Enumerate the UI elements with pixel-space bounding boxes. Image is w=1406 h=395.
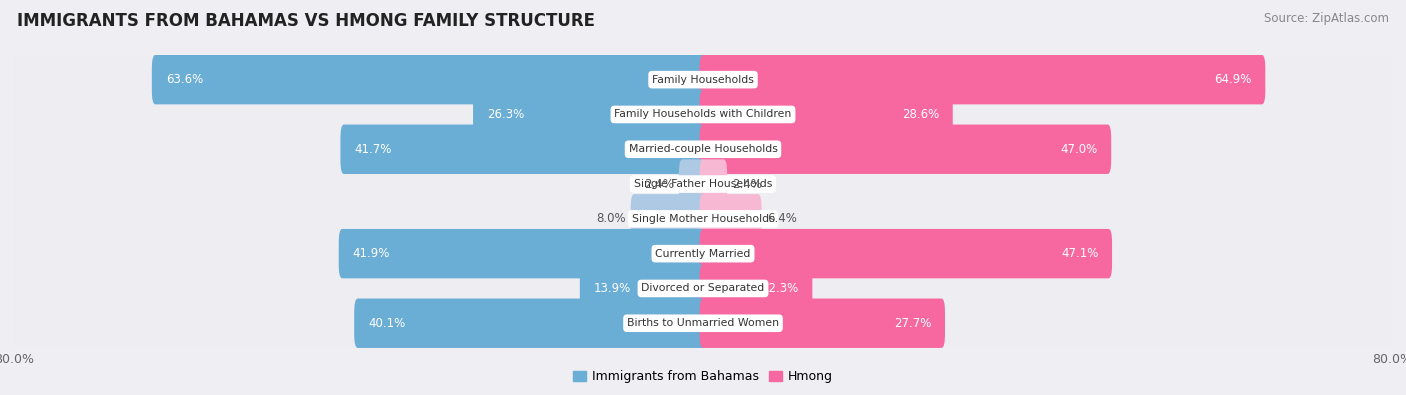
Text: Family Households: Family Households [652, 75, 754, 85]
Text: 63.6%: 63.6% [166, 73, 202, 86]
Text: Married-couple Households: Married-couple Households [628, 144, 778, 154]
FancyBboxPatch shape [700, 124, 1111, 174]
FancyBboxPatch shape [679, 159, 706, 209]
FancyBboxPatch shape [14, 158, 1392, 210]
FancyBboxPatch shape [14, 228, 1392, 279]
FancyBboxPatch shape [339, 229, 706, 278]
Text: Currently Married: Currently Married [655, 248, 751, 259]
Text: 27.7%: 27.7% [894, 317, 931, 330]
Text: 41.7%: 41.7% [354, 143, 392, 156]
FancyBboxPatch shape [579, 264, 706, 313]
FancyBboxPatch shape [14, 193, 1392, 245]
Text: 26.3%: 26.3% [486, 108, 524, 121]
Text: IMMIGRANTS FROM BAHAMAS VS HMONG FAMILY STRUCTURE: IMMIGRANTS FROM BAHAMAS VS HMONG FAMILY … [17, 12, 595, 30]
FancyBboxPatch shape [14, 297, 1392, 349]
FancyBboxPatch shape [700, 299, 945, 348]
FancyBboxPatch shape [472, 90, 706, 139]
FancyBboxPatch shape [340, 124, 706, 174]
Text: 28.6%: 28.6% [901, 108, 939, 121]
Text: 41.9%: 41.9% [353, 247, 389, 260]
Text: Births to Unmarried Women: Births to Unmarried Women [627, 318, 779, 328]
Text: 12.3%: 12.3% [761, 282, 799, 295]
Text: 47.1%: 47.1% [1062, 247, 1098, 260]
Text: 64.9%: 64.9% [1215, 73, 1251, 86]
FancyBboxPatch shape [631, 194, 706, 244]
FancyBboxPatch shape [14, 54, 1392, 105]
Text: Single Father Households: Single Father Households [634, 179, 772, 189]
FancyBboxPatch shape [14, 89, 1392, 140]
Text: 2.4%: 2.4% [733, 177, 762, 190]
FancyBboxPatch shape [700, 90, 953, 139]
FancyBboxPatch shape [152, 55, 706, 104]
Text: Divorced or Separated: Divorced or Separated [641, 284, 765, 293]
FancyBboxPatch shape [354, 299, 706, 348]
Text: 8.0%: 8.0% [596, 213, 626, 226]
Text: Source: ZipAtlas.com: Source: ZipAtlas.com [1264, 12, 1389, 25]
FancyBboxPatch shape [700, 159, 727, 209]
FancyBboxPatch shape [700, 229, 1112, 278]
Text: 6.4%: 6.4% [766, 213, 797, 226]
Text: 47.0%: 47.0% [1060, 143, 1098, 156]
FancyBboxPatch shape [14, 124, 1392, 175]
Text: 13.9%: 13.9% [593, 282, 631, 295]
FancyBboxPatch shape [14, 263, 1392, 314]
Text: 2.4%: 2.4% [644, 177, 673, 190]
Legend: Immigrants from Bahamas, Hmong: Immigrants from Bahamas, Hmong [568, 365, 838, 388]
Text: 40.1%: 40.1% [368, 317, 405, 330]
Text: Single Mother Households: Single Mother Households [631, 214, 775, 224]
FancyBboxPatch shape [700, 264, 813, 313]
FancyBboxPatch shape [700, 194, 762, 244]
Text: Family Households with Children: Family Households with Children [614, 109, 792, 119]
FancyBboxPatch shape [700, 55, 1265, 104]
